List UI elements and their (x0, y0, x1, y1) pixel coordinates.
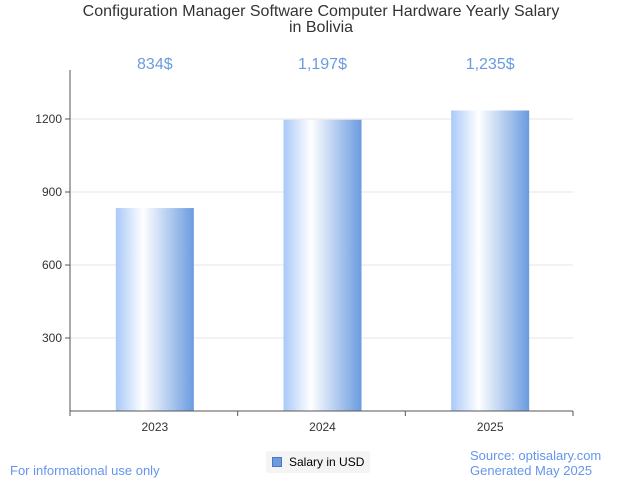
y-tick-label: 900 (42, 185, 62, 199)
value-label: 1,197$ (298, 56, 347, 73)
chart-title-line-2: in Bolivia (288, 19, 354, 36)
bar-2024 (283, 119, 362, 411)
legend[interactable]: Salary in USD (266, 451, 371, 473)
disclaimer-text: For informational use only (10, 463, 160, 478)
axes (65, 70, 574, 416)
source-block: Source: optisalary.com Generated May 202… (470, 448, 601, 478)
bar-2025 (451, 110, 530, 411)
bar-2023 (115, 208, 194, 411)
chart-title: Configuration Manager Software Computer … (0, 4, 642, 36)
y-tick-label: 600 (42, 258, 62, 272)
y-tick-label: 300 (42, 331, 62, 345)
legend-swatch (272, 457, 282, 467)
value-label: 834$ (137, 56, 173, 73)
y-tick-label: 1200 (35, 112, 62, 126)
chart-title-line-1: Configuration Manager Software Computer … (82, 3, 560, 20)
x-tick-label: 2024 (309, 420, 336, 434)
legend-label: Salary in USD (289, 455, 365, 469)
source-text: Source: optisalary.com (470, 448, 602, 463)
generated-text: Generated May 2025 (470, 463, 593, 478)
bars (115, 110, 530, 411)
x-tick-label: 2023 (141, 420, 168, 434)
value-label: 1,235$ (466, 56, 515, 73)
labels: 300 600 900 1200 2023 834$ 2024 1,197$ 2025 1,235… (35, 56, 514, 434)
x-tick-label: 2025 (477, 420, 504, 434)
